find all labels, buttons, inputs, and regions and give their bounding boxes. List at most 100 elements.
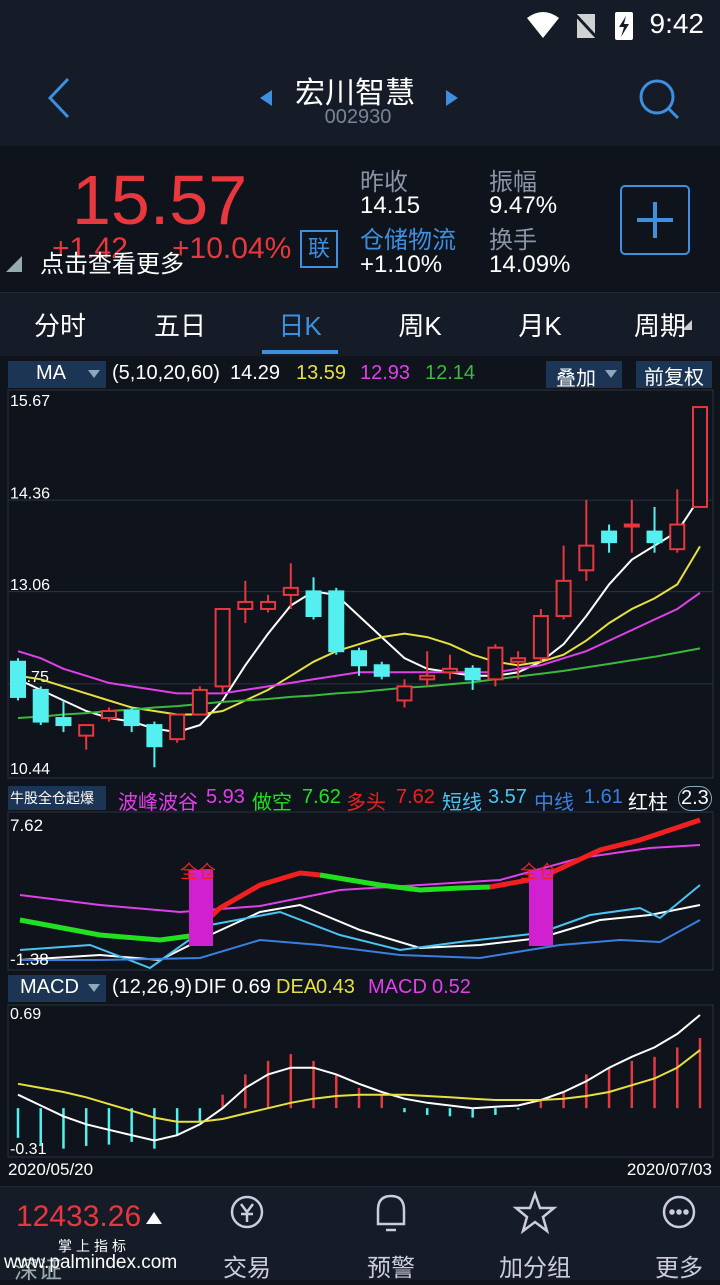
- stat-value: +1.10%: [360, 251, 443, 278]
- macd-label: DIF: [194, 976, 227, 998]
- up-arrow: [146, 1212, 162, 1224]
- nav-item[interactable]: 更多: [655, 1255, 703, 1282]
- y-tick-label: 13.06: [10, 577, 50, 594]
- indicator-label: 红柱: [628, 792, 668, 814]
- candle-body: [32, 688, 49, 723]
- percent: +10.04%: [172, 232, 292, 265]
- candle-body: [55, 717, 72, 727]
- kline-frame: [7, 389, 714, 779]
- ma-value: 14.29: [230, 362, 281, 384]
- candle-body: [146, 724, 163, 748]
- nav-item[interactable]: 预警: [367, 1255, 415, 1282]
- ma-value: 13.59: [296, 362, 347, 384]
- candle-body: [532, 615, 549, 660]
- nav-item[interactable]: 交易: [223, 1255, 271, 1282]
- candle-body: [396, 685, 413, 702]
- ma-line: [17, 591, 701, 695]
- nav-item[interactable]: 加分组: [499, 1255, 571, 1282]
- candle-body: [191, 688, 208, 716]
- candle-body: [10, 660, 26, 698]
- indicator-lines: [19, 817, 701, 970]
- indicator-label: 短线: [442, 792, 482, 814]
- tab-underline: [262, 350, 338, 354]
- indicator-min: -1.38: [10, 950, 49, 969]
- indicator-label: 波峰波谷: [118, 792, 198, 814]
- adjust-button[interactable]: 前复权: [636, 361, 712, 389]
- overlay-label: 叠加: [556, 368, 596, 390]
- tab[interactable]: 周K: [398, 311, 442, 341]
- clock: 9:42: [649, 8, 705, 39]
- candle-body: [100, 710, 117, 720]
- tab-menu-corner[interactable]: [680, 318, 694, 332]
- indicator-frame: [7, 811, 714, 971]
- candle-body: [441, 667, 458, 674]
- indicator-label: 做空: [252, 792, 292, 814]
- macd-label: MACD: [368, 976, 427, 998]
- candle-body: [464, 667, 481, 681]
- tab[interactable]: 月K: [518, 311, 562, 341]
- y-tick-label: 0.69: [10, 1006, 41, 1023]
- indicator-max: 7.62: [10, 816, 44, 835]
- candle-body: [623, 523, 640, 528]
- stat-label: 振幅: [489, 169, 537, 196]
- indicator-value: 7.62: [396, 786, 435, 808]
- tab[interactable]: 五日: [153, 311, 206, 341]
- marker: 全仓: [180, 862, 216, 882]
- dropdown: [88, 984, 100, 992]
- index-value[interactable]: 12433.26: [16, 1200, 142, 1233]
- corner: [6, 256, 22, 272]
- macd-label: DEA: [276, 976, 318, 998]
- stat-value: 9.47%: [489, 192, 558, 219]
- ma-selector[interactable]: [8, 361, 106, 388]
- stat-label: 仓储物流: [360, 227, 456, 254]
- watermark: www.palmindex.com: [4, 1252, 178, 1273]
- macd-value: 0.43: [316, 976, 355, 998]
- candle-body: [373, 664, 390, 677]
- date-start: 2020/05/20: [8, 1160, 94, 1179]
- brand: 掌上指标: [58, 1238, 130, 1254]
- nav-icons: [230, 1190, 696, 1235]
- tab[interactable]: 日K: [278, 311, 322, 341]
- candle-body: [305, 590, 322, 618]
- price: 15.57: [72, 161, 248, 239]
- macd-selector[interactable]: [8, 975, 106, 1002]
- candle-body: [419, 674, 436, 681]
- tab[interactable]: 周期: [633, 311, 686, 341]
- search-button[interactable]: [636, 76, 682, 122]
- candle-body: [487, 646, 504, 681]
- add-button[interactable]: [620, 185, 690, 255]
- y-tick-label: 10.44: [10, 761, 50, 778]
- candle-body: [646, 530, 663, 544]
- status-icons: [527, 10, 633, 42]
- stat-label: 换手: [489, 227, 537, 254]
- candle-body: [692, 406, 708, 508]
- candle-body: [328, 590, 345, 653]
- y-tick-label: 15.67: [10, 393, 50, 410]
- indicator-value: 7.62: [302, 786, 341, 808]
- tab[interactable]: 分时: [33, 311, 86, 341]
- back-button[interactable]: [40, 75, 80, 121]
- candle-body: [578, 544, 595, 572]
- candle-body: [260, 600, 277, 610]
- overlay-tip[interactable]: 点击查看更多: [40, 251, 184, 278]
- ma-value: 12.93: [360, 362, 411, 384]
- ma-line: [17, 545, 701, 716]
- stock-name: 宏川智慧: [295, 77, 415, 110]
- candle-body: [669, 523, 686, 551]
- macd-line: [17, 1014, 701, 1142]
- marker: 全仓: [520, 862, 556, 882]
- macd-value: 0.52: [432, 976, 471, 998]
- indicator-value: 2.3: [678, 786, 712, 811]
- stock-code: 002930: [324, 106, 392, 128]
- tag[interactable]: 联: [300, 230, 338, 268]
- indicator-selector[interactable]: 牛股全仓起爆: [8, 786, 106, 810]
- y-tick-label: -0.31: [10, 1141, 47, 1158]
- candle-body: [555, 579, 572, 618]
- candle-body: [351, 650, 367, 667]
- indicator-label: 多头: [346, 792, 386, 814]
- header: [0, 50, 720, 146]
- tab-bar: [0, 292, 720, 356]
- indicator-value: 3.57: [488, 786, 527, 808]
